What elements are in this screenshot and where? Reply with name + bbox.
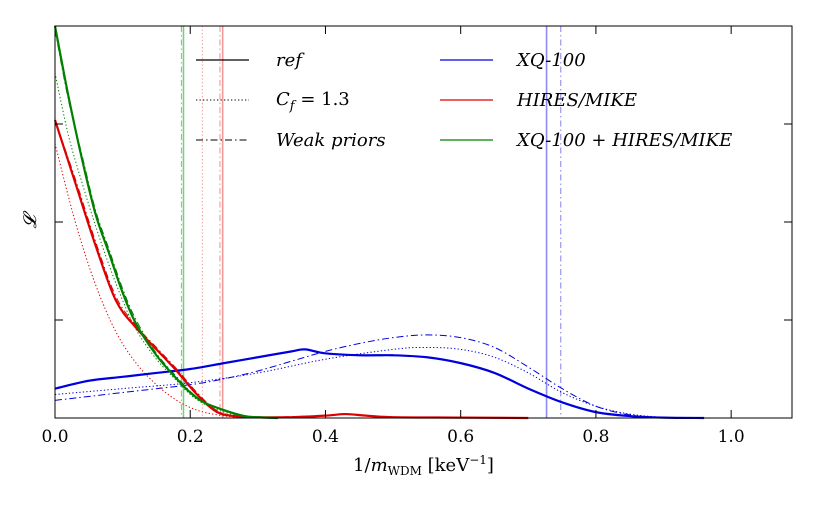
x-axis-label-sub: WDM (388, 464, 422, 478)
legend-xq100-label: XQ-100 (515, 50, 586, 71)
legend-cf-sub: f (289, 99, 297, 114)
series-hires-mike-cf-1-3 (54, 143, 258, 419)
x-axis-label-prefix: 1/ (353, 455, 371, 476)
x-tick-label: 0.4 (312, 427, 339, 447)
plot-data-layer (53, 25, 705, 420)
x-axis-label-unit: [keV (422, 455, 470, 476)
series-combined-cf-1-3 (54, 72, 258, 419)
x-axis-label-close: ] (487, 455, 494, 476)
legend-combined-label: XQ-100 + HIRES/MIKE (515, 130, 732, 151)
axis-ticks: 0.0 0.2 0.4 0.6 0.8 1.0 (41, 26, 792, 447)
legend-cf-label: Cf = 1.3 (276, 89, 350, 114)
legend-weak-label: Weak priors (276, 130, 386, 151)
series-xq-100-cf-1-3 (54, 346, 698, 419)
y-axis-label: 𝓛 (20, 211, 41, 229)
x-tick-label: 0.2 (177, 427, 204, 447)
x-tick-label: 1.0 (718, 427, 745, 447)
x-tick-label: 0.6 (447, 427, 474, 447)
x-tick-label: 0.8 (582, 427, 609, 447)
legend: ref Cf = 1.3 Weak priors XQ-100 HIRES/MI… (196, 50, 732, 151)
legend-hires-label: HIRES/MIKE (516, 90, 637, 111)
legend-cf-c: C (276, 89, 290, 110)
series-hires-mike-ref (53, 119, 529, 420)
series-hires-mike-weak (54, 119, 367, 418)
series-xq-100-weak (54, 334, 664, 419)
x-tick-label: 0.0 (41, 427, 68, 447)
legend-ref-label: ref (276, 50, 305, 71)
x-axis-label: 1/mWDM [keV−1] (353, 453, 494, 478)
series-xq-100-ref (54, 348, 705, 420)
series-combined-ref (53, 25, 279, 420)
legend-cf-rest: = 1.3 (295, 89, 350, 110)
x-axis-label-m: m (371, 455, 388, 476)
x-axis-label-exp: −1 (469, 453, 487, 467)
